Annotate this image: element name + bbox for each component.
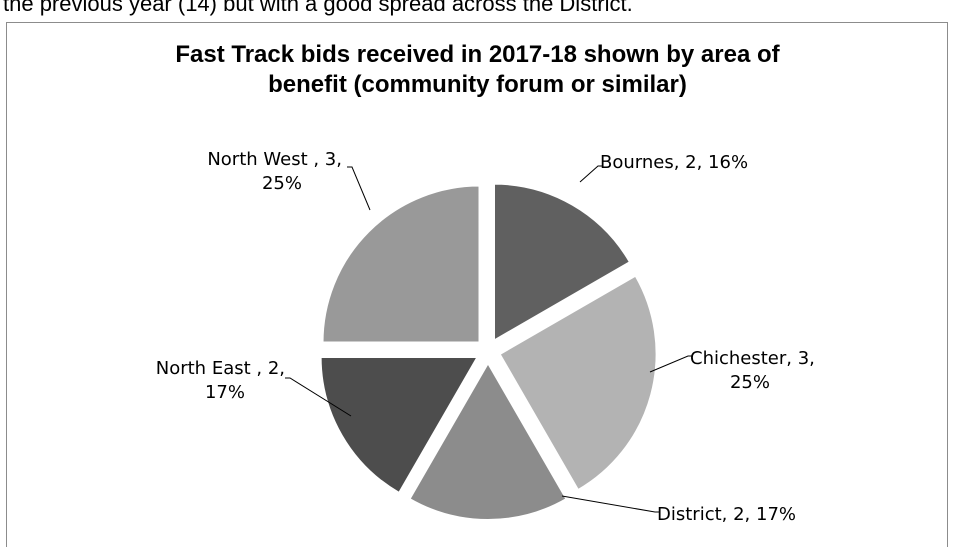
data-label-chichester: Chichester, 3, 25%: [690, 348, 815, 393]
document-body-text: the previous year (14) but with a good s…: [3, 0, 633, 16]
chart-title: Fast Track bids received in 2017-18 show…: [0, 40, 955, 100]
leader-line-district: [561, 495, 660, 513]
data-label-north-east: North East , 2, 17%: [156, 358, 285, 403]
leader-line-north-east: [285, 377, 352, 417]
pie-slice-bournes: [493, 182, 632, 343]
pie-slice-north-east: [319, 356, 480, 495]
leader-lines: [285, 165, 693, 513]
chart-title-line-2: benefit (community forum or similar): [268, 71, 687, 98]
chart-title-line-1: Fast Track bids received in 2017-18 show…: [175, 41, 780, 68]
data-label-district: District, 2, 17%: [657, 504, 796, 525]
leader-line-north-west: [347, 166, 371, 211]
pie-slice-north-west: [321, 184, 481, 344]
pie-slice-chichester: [498, 274, 658, 492]
pie-slices: [319, 182, 658, 521]
data-label-north-west: North West , 3, 25%: [207, 149, 342, 194]
leader-line-chichester: [649, 355, 693, 373]
data-label-bournes: Bournes, 2, 16%: [600, 152, 748, 173]
leader-line-bournes: [579, 165, 603, 183]
pie-slice-district: [408, 360, 568, 521]
data-labels: Bournes, 2, 16% Chichester, 3, 25% District…: [156, 149, 815, 525]
